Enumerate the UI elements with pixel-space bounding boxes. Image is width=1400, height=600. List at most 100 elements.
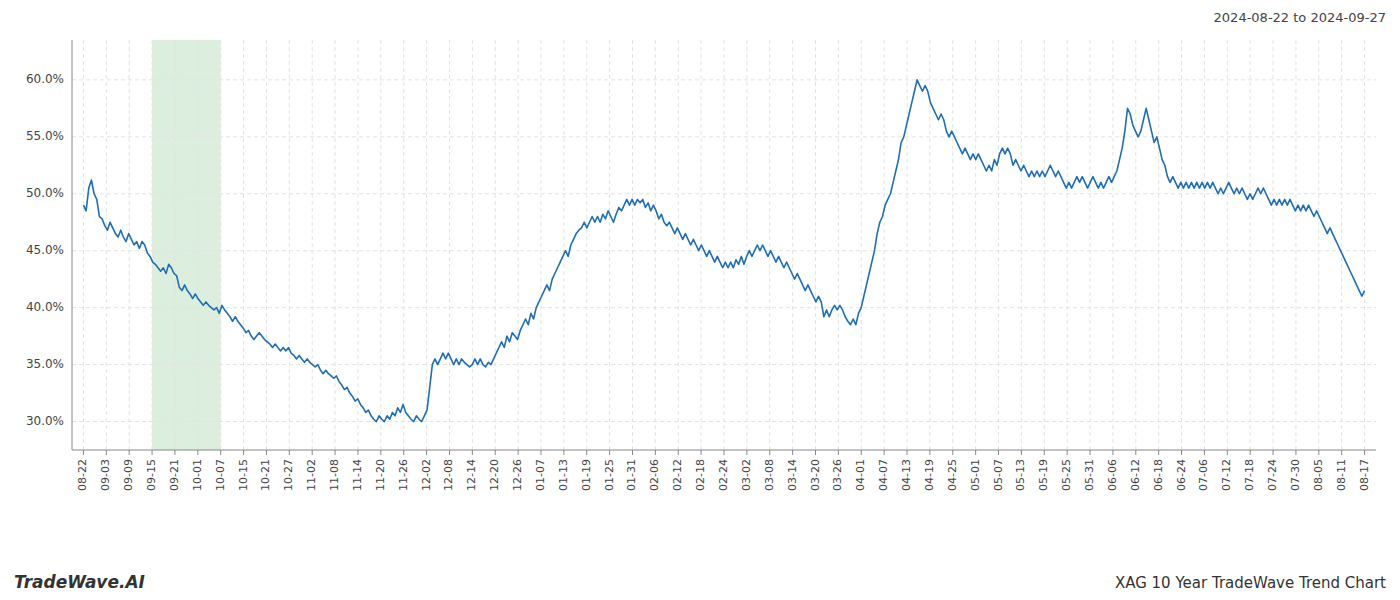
grid-line-x: [1227, 40, 1228, 450]
x-tick-label: 07-12: [1220, 459, 1233, 491]
grid-line-x: [152, 40, 153, 450]
x-tick-label: 06-24: [1175, 459, 1188, 491]
x-tick: [792, 450, 793, 455]
x-tick: [1090, 450, 1091, 455]
x-tick-label: 04-19: [923, 459, 936, 491]
x-tick: [609, 450, 610, 455]
x-tick: [1044, 450, 1045, 455]
grid-line-x: [426, 40, 427, 450]
grid-line-y: [72, 79, 1376, 80]
grid-line-x: [563, 40, 564, 450]
x-tick-label: 05-07: [992, 459, 1005, 491]
y-tick-label: 45.0%: [26, 243, 64, 257]
x-tick-label: 07-30: [1289, 459, 1302, 491]
x-tick-label: 10-07: [214, 459, 227, 491]
y-tick-label: 50.0%: [26, 186, 64, 200]
x-tick-label: 05-01: [969, 459, 982, 491]
grid-line-x: [449, 40, 450, 450]
grid-line-x: [1112, 40, 1113, 450]
grid-line-x: [312, 40, 313, 450]
x-tick-label: 01-07: [534, 459, 547, 491]
y-axis-line: [72, 40, 73, 450]
grid-line-x: [952, 40, 953, 450]
x-tick-label: 06-18: [1152, 459, 1165, 491]
y-tick-label: 35.0%: [26, 357, 64, 371]
grid-line-y: [72, 136, 1376, 137]
x-tick-label: 03-02: [740, 459, 753, 491]
x-tick-label: 12-20: [488, 459, 501, 491]
x-tick: [1295, 450, 1296, 455]
grid-line-x: [174, 40, 175, 450]
grid-line-x: [1250, 40, 1251, 450]
grid-line-x: [1181, 40, 1182, 450]
grid-line-x: [540, 40, 541, 450]
x-tick: [907, 450, 908, 455]
grid-line-x: [335, 40, 336, 450]
grid-line-x: [129, 40, 130, 450]
x-tick: [701, 450, 702, 455]
grid-line-x: [1158, 40, 1159, 450]
x-tick: [289, 450, 290, 455]
grid-line-x: [678, 40, 679, 450]
plot-area: [72, 40, 1376, 450]
x-tick: [495, 450, 496, 455]
grid-line-x: [586, 40, 587, 450]
x-tick: [403, 450, 404, 455]
x-tick: [563, 450, 564, 455]
x-tick-label: 12-02: [420, 459, 433, 491]
x-tick: [174, 450, 175, 455]
grid-line-x: [403, 40, 404, 450]
x-tick: [472, 450, 473, 455]
x-tick: [220, 450, 221, 455]
x-tick: [838, 450, 839, 455]
x-tick: [952, 450, 953, 455]
grid-line-x: [357, 40, 358, 450]
grid-line-x: [815, 40, 816, 450]
x-tick-label: 04-07: [877, 459, 890, 491]
x-tick-label: 09-15: [145, 459, 158, 491]
x-tick-label: 07-06: [1197, 459, 1210, 491]
x-tick: [975, 450, 976, 455]
x-tick-label: 09-21: [168, 459, 181, 491]
grid-line-x: [106, 40, 107, 450]
grid-line-x: [907, 40, 908, 450]
x-tick: [884, 450, 885, 455]
x-tick: [1273, 450, 1274, 455]
grid-line-x: [1364, 40, 1365, 450]
grid-line-x: [975, 40, 976, 450]
x-tick-label: 11-14: [351, 459, 364, 491]
grid-line-x: [609, 40, 610, 450]
y-tick-label: 30.0%: [26, 414, 64, 428]
x-tick-label: 12-08: [442, 459, 455, 491]
x-tick-label: 09-03: [99, 459, 112, 491]
x-tick: [129, 450, 130, 455]
x-tick: [243, 450, 244, 455]
x-tick-label: 12-26: [511, 459, 524, 491]
grid: [72, 40, 1376, 450]
grid-line-x: [495, 40, 496, 450]
grid-line-x: [1295, 40, 1296, 450]
x-tick: [1250, 450, 1251, 455]
grid-line-x: [1341, 40, 1342, 450]
x-tick-label: 08-17: [1358, 459, 1371, 491]
x-tick: [266, 450, 267, 455]
x-tick-label: 04-25: [946, 459, 959, 491]
x-tick-label: 02-18: [694, 459, 707, 491]
x-tick-label: 03-08: [763, 459, 776, 491]
x-tick-label: 11-20: [374, 459, 387, 491]
x-tick-label: 02-12: [671, 459, 684, 491]
grid-line-x: [243, 40, 244, 450]
x-tick-label: 02-06: [648, 459, 661, 491]
grid-line-x: [792, 40, 793, 450]
x-tick-label: 08-11: [1335, 459, 1348, 491]
x-tick-label: 06-06: [1106, 459, 1119, 491]
x-tick: [197, 450, 198, 455]
grid-line-x: [769, 40, 770, 450]
x-tick-label: 07-18: [1243, 459, 1256, 491]
grid-line-x: [1067, 40, 1068, 450]
x-tick-label: 11-26: [397, 459, 410, 491]
x-tick: [1204, 450, 1205, 455]
x-tick-label: 10-01: [191, 459, 204, 491]
x-tick-label: 08-22: [76, 459, 89, 491]
x-tick-label: 03-14: [786, 459, 799, 491]
